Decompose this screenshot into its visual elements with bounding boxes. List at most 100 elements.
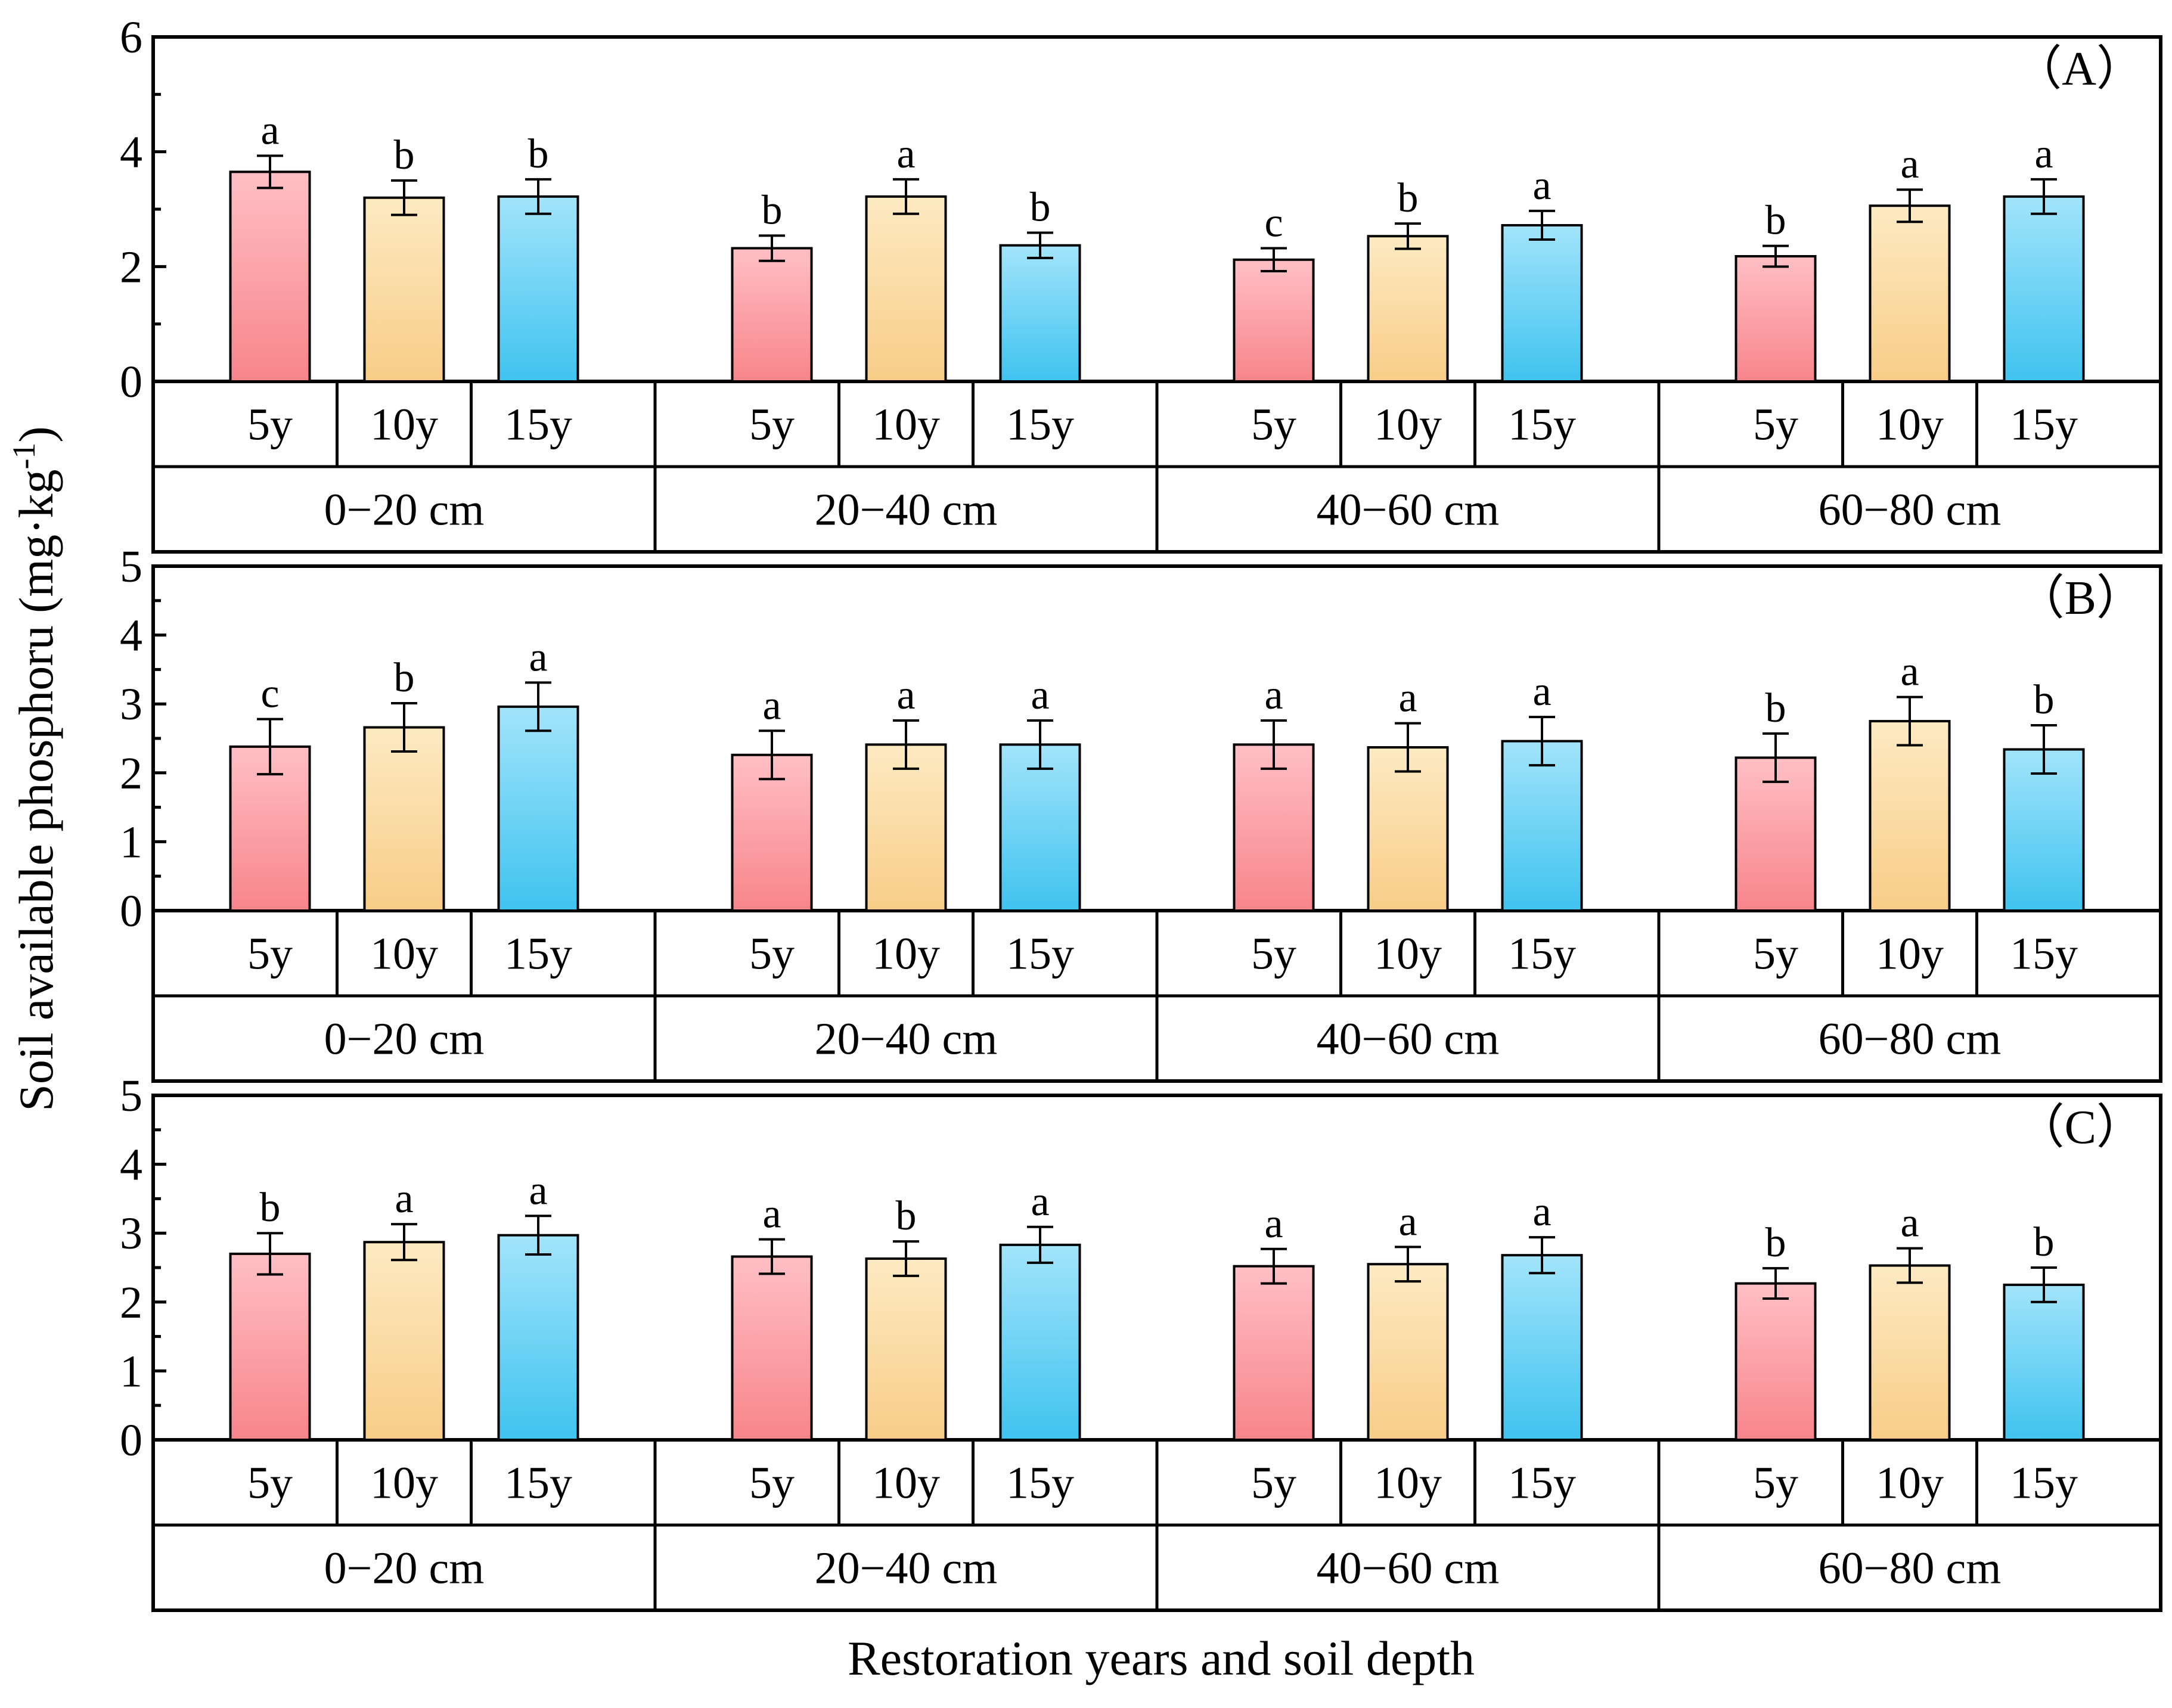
significance-letter: b bbox=[1398, 175, 1419, 221]
error-bar bbox=[1897, 1247, 1923, 1284]
bar bbox=[1735, 756, 1817, 912]
error-bar bbox=[1261, 247, 1287, 273]
depth-group-label: 0−20 cm bbox=[324, 485, 485, 535]
error-bar bbox=[391, 179, 417, 216]
category-label: 5y bbox=[749, 929, 795, 979]
category-label: 10y bbox=[872, 1458, 940, 1508]
category-label: 10y bbox=[1876, 1458, 1944, 1508]
error-bar bbox=[391, 702, 417, 753]
bar bbox=[1501, 740, 1583, 912]
bar bbox=[731, 1255, 813, 1441]
significance-letter: b bbox=[896, 1193, 917, 1239]
category-label: 15y bbox=[2010, 400, 2078, 450]
bar bbox=[1367, 235, 1449, 383]
error-bar bbox=[1763, 244, 1789, 268]
bar bbox=[731, 753, 813, 912]
depth-group-label: 0−20 cm bbox=[324, 1544, 485, 1594]
error-bar bbox=[2031, 1266, 2057, 1303]
significance-letter: a bbox=[1900, 141, 1919, 187]
bar bbox=[999, 743, 1081, 912]
category-label: 15y bbox=[504, 1458, 572, 1508]
category-label: 5y bbox=[1753, 400, 1798, 450]
error-bar bbox=[1763, 732, 1789, 783]
error-bar bbox=[1529, 209, 1555, 241]
significance-letter: a bbox=[260, 107, 279, 153]
y-tick-label: 4 bbox=[120, 611, 142, 661]
significance-letter: b bbox=[260, 1185, 281, 1231]
depth-group-label: 20−40 cm bbox=[815, 1544, 998, 1594]
significance-letter: a bbox=[1398, 675, 1417, 721]
significance-letter: c bbox=[260, 671, 279, 717]
depth-group-label: 60−80 cm bbox=[1819, 1544, 2002, 1594]
significance-letter: a bbox=[896, 672, 915, 718]
error-bar bbox=[759, 234, 785, 262]
category-label: 5y bbox=[1753, 1458, 1798, 1508]
significance-letter: a bbox=[395, 1176, 413, 1222]
error-bar bbox=[1897, 188, 1923, 223]
category-label: 10y bbox=[1374, 400, 1442, 450]
category-label: 5y bbox=[247, 1458, 293, 1508]
y-tick-label: 4 bbox=[120, 1140, 142, 1190]
significance-letter: b bbox=[2034, 677, 2055, 723]
category-label: 15y bbox=[1006, 1458, 1074, 1508]
y-tick-label: 5 bbox=[120, 542, 142, 592]
category-label: 15y bbox=[2010, 1458, 2078, 1508]
depth-group-label: 0−20 cm bbox=[324, 1014, 485, 1064]
significance-letter: a bbox=[529, 634, 547, 680]
significance-letter: b bbox=[1765, 1220, 1786, 1266]
significance-letter: b bbox=[528, 131, 549, 177]
error-bar bbox=[257, 718, 283, 776]
panel-label: （A） bbox=[2014, 43, 2144, 95]
bar bbox=[1869, 1264, 1951, 1441]
y-tick-label: 1 bbox=[120, 817, 142, 867]
depth-group-label: 20−40 cm bbox=[815, 485, 998, 535]
category-label: 10y bbox=[1876, 929, 1944, 979]
significance-letter: a bbox=[1398, 1198, 1417, 1244]
bar bbox=[1501, 1254, 1583, 1441]
category-label: 10y bbox=[1374, 1458, 1442, 1508]
y-axis-title-sup: -1 bbox=[6, 443, 42, 470]
significance-letter: b bbox=[1030, 184, 1051, 230]
y-tick-label: 0 bbox=[120, 886, 142, 936]
error-bar bbox=[2031, 724, 2057, 775]
bar bbox=[1735, 254, 1817, 383]
bar bbox=[731, 247, 813, 383]
bar bbox=[1367, 746, 1449, 912]
bar bbox=[497, 1234, 579, 1441]
y-tick-label: 3 bbox=[120, 679, 142, 729]
bar bbox=[497, 705, 579, 912]
significance-letter: b bbox=[2034, 1219, 2055, 1265]
depth-group-label: 60−80 cm bbox=[1819, 485, 2002, 535]
significance-letter: a bbox=[1264, 672, 1283, 718]
error-bar bbox=[759, 729, 785, 781]
y-tick-label: 2 bbox=[120, 242, 142, 292]
category-label: 5y bbox=[1251, 400, 1296, 450]
bar bbox=[1735, 1282, 1817, 1441]
error-bar bbox=[893, 178, 919, 215]
category-label: 15y bbox=[2010, 929, 2078, 979]
category-label: 5y bbox=[247, 400, 293, 450]
significance-letter: a bbox=[1031, 1179, 1049, 1225]
y-tick-label: 1 bbox=[120, 1346, 142, 1396]
panel-label: （C） bbox=[2017, 1101, 2144, 1154]
error-bar bbox=[525, 178, 551, 215]
bar bbox=[2003, 195, 2085, 383]
significance-letter: a bbox=[762, 682, 781, 728]
error-bar bbox=[525, 1215, 551, 1256]
error-bar bbox=[1897, 695, 1923, 747]
category-label: 5y bbox=[247, 929, 293, 979]
significance-letter: a bbox=[2034, 131, 2053, 177]
significance-letter: a bbox=[762, 1191, 781, 1237]
category-label: 10y bbox=[1374, 929, 1442, 979]
bar bbox=[229, 170, 311, 383]
error-bar bbox=[525, 681, 551, 732]
error-bar bbox=[1395, 1246, 1421, 1283]
bar bbox=[1869, 720, 1951, 912]
significance-letter: b bbox=[1765, 685, 1786, 731]
panel-b: 0 1 2 3 4 5 （B） c 5y b 10y a 15y a 5y a 10y a 15y a 5y a 10y a 1… bbox=[120, 542, 2162, 1083]
bar bbox=[363, 196, 445, 383]
category-label: 10y bbox=[872, 400, 940, 450]
y-tick-label: 0 bbox=[120, 357, 142, 407]
category-label: 10y bbox=[370, 929, 438, 979]
depth-group-label: 40−60 cm bbox=[1317, 1014, 1500, 1064]
